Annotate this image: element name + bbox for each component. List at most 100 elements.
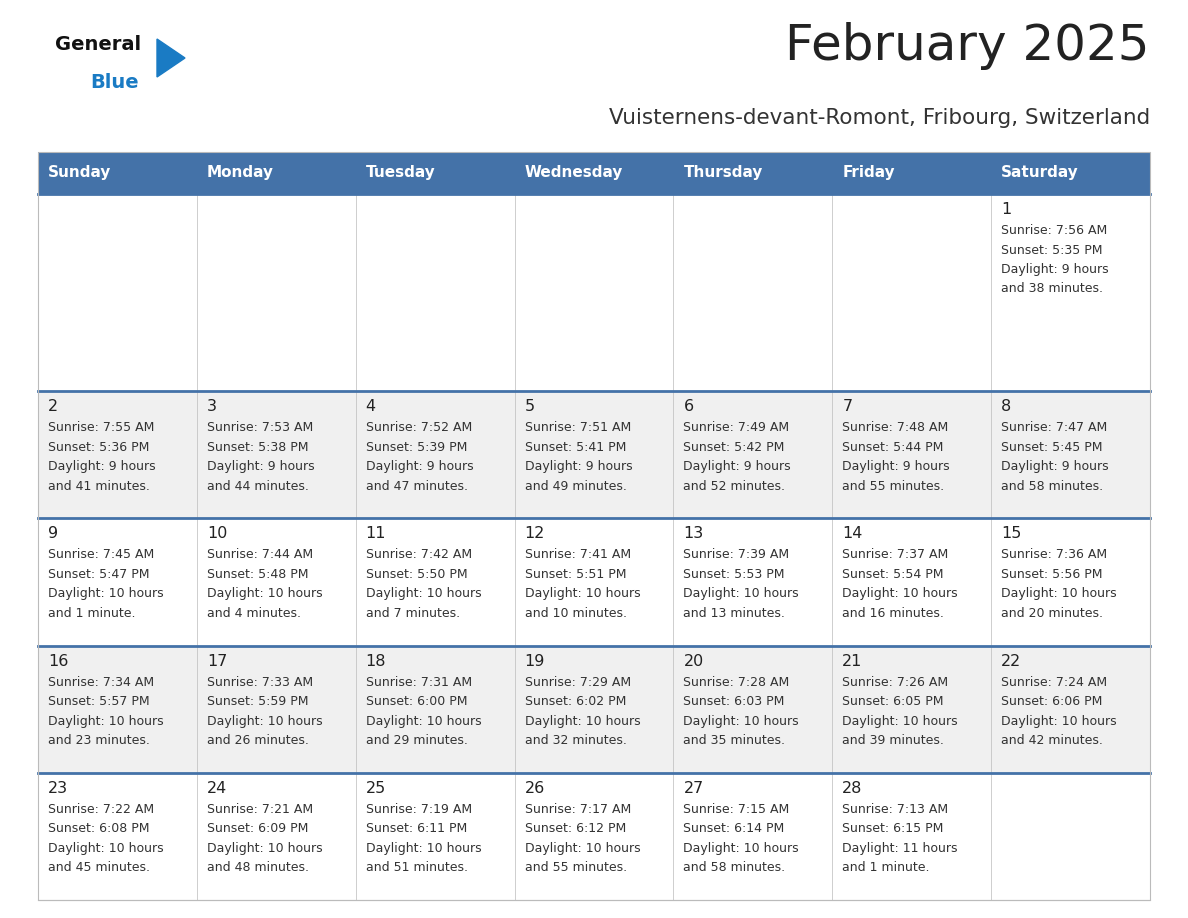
- Text: Friday: Friday: [842, 165, 895, 181]
- FancyBboxPatch shape: [38, 773, 1150, 900]
- Text: Sunset: 5:36 PM: Sunset: 5:36 PM: [48, 441, 150, 453]
- Text: Sunset: 6:09 PM: Sunset: 6:09 PM: [207, 823, 308, 835]
- Text: 2: 2: [48, 399, 58, 414]
- Text: Daylight: 10 hours: Daylight: 10 hours: [683, 588, 800, 600]
- Text: and 1 minute.: and 1 minute.: [48, 607, 135, 620]
- Text: Sunrise: 7:28 AM: Sunrise: 7:28 AM: [683, 676, 790, 688]
- Text: Sunset: 5:54 PM: Sunset: 5:54 PM: [842, 568, 943, 581]
- Text: 21: 21: [842, 654, 862, 668]
- Text: Sunset: 5:38 PM: Sunset: 5:38 PM: [207, 441, 309, 453]
- Text: and 42 minutes.: and 42 minutes.: [1001, 734, 1102, 747]
- Text: Daylight: 9 hours: Daylight: 9 hours: [1001, 460, 1108, 473]
- Text: Sunset: 5:42 PM: Sunset: 5:42 PM: [683, 441, 785, 453]
- Text: Sunrise: 7:41 AM: Sunrise: 7:41 AM: [525, 548, 631, 562]
- Text: Daylight: 10 hours: Daylight: 10 hours: [366, 714, 481, 728]
- Text: Daylight: 10 hours: Daylight: 10 hours: [525, 842, 640, 855]
- Text: Daylight: 10 hours: Daylight: 10 hours: [683, 714, 800, 728]
- Text: and 49 minutes.: and 49 minutes.: [525, 480, 626, 493]
- Text: General: General: [55, 35, 141, 54]
- Text: 13: 13: [683, 526, 703, 542]
- Text: 27: 27: [683, 781, 703, 796]
- Text: Thursday: Thursday: [683, 165, 763, 181]
- Text: Sunrise: 7:17 AM: Sunrise: 7:17 AM: [525, 803, 631, 816]
- Text: 23: 23: [48, 781, 68, 796]
- Text: 28: 28: [842, 781, 862, 796]
- Text: Monday: Monday: [207, 165, 274, 181]
- Text: Sunset: 5:53 PM: Sunset: 5:53 PM: [683, 568, 785, 581]
- Text: and 7 minutes.: and 7 minutes.: [366, 607, 460, 620]
- Text: and 13 minutes.: and 13 minutes.: [683, 607, 785, 620]
- Text: and 4 minutes.: and 4 minutes.: [207, 607, 301, 620]
- Text: Sunset: 6:05 PM: Sunset: 6:05 PM: [842, 695, 943, 708]
- Text: Sunrise: 7:44 AM: Sunrise: 7:44 AM: [207, 548, 312, 562]
- Text: Sunrise: 7:36 AM: Sunrise: 7:36 AM: [1001, 548, 1107, 562]
- Text: Vuisternens-devant-Romont, Fribourg, Switzerland: Vuisternens-devant-Romont, Fribourg, Swi…: [608, 108, 1150, 128]
- Text: Daylight: 10 hours: Daylight: 10 hours: [842, 714, 958, 728]
- Text: Daylight: 10 hours: Daylight: 10 hours: [366, 842, 481, 855]
- Text: and 29 minutes.: and 29 minutes.: [366, 734, 468, 747]
- Text: Sunrise: 7:19 AM: Sunrise: 7:19 AM: [366, 803, 472, 816]
- Text: Daylight: 10 hours: Daylight: 10 hours: [842, 588, 958, 600]
- Text: and 23 minutes.: and 23 minutes.: [48, 734, 150, 747]
- Text: and 16 minutes.: and 16 minutes.: [842, 607, 944, 620]
- Text: Sunrise: 7:22 AM: Sunrise: 7:22 AM: [48, 803, 154, 816]
- Text: and 48 minutes.: and 48 minutes.: [207, 861, 309, 874]
- Text: Sunrise: 7:31 AM: Sunrise: 7:31 AM: [366, 676, 472, 688]
- Text: 4: 4: [366, 399, 375, 414]
- Text: and 58 minutes.: and 58 minutes.: [1001, 480, 1104, 493]
- Text: Sunrise: 7:55 AM: Sunrise: 7:55 AM: [48, 421, 154, 434]
- Text: Sunrise: 7:26 AM: Sunrise: 7:26 AM: [842, 676, 948, 688]
- Text: Sunrise: 7:13 AM: Sunrise: 7:13 AM: [842, 803, 948, 816]
- Text: Sunset: 5:59 PM: Sunset: 5:59 PM: [207, 695, 309, 708]
- FancyBboxPatch shape: [38, 519, 1150, 645]
- Text: 12: 12: [525, 526, 545, 542]
- Text: and 32 minutes.: and 32 minutes.: [525, 734, 626, 747]
- Text: and 44 minutes.: and 44 minutes.: [207, 480, 309, 493]
- FancyBboxPatch shape: [38, 194, 1150, 391]
- Text: 25: 25: [366, 781, 386, 796]
- Text: Daylight: 10 hours: Daylight: 10 hours: [525, 588, 640, 600]
- Text: Sunset: 6:14 PM: Sunset: 6:14 PM: [683, 823, 785, 835]
- Text: Daylight: 10 hours: Daylight: 10 hours: [683, 842, 800, 855]
- Polygon shape: [157, 39, 185, 77]
- Text: Sunset: 5:47 PM: Sunset: 5:47 PM: [48, 568, 150, 581]
- Text: 6: 6: [683, 399, 694, 414]
- Text: and 35 minutes.: and 35 minutes.: [683, 734, 785, 747]
- Text: and 47 minutes.: and 47 minutes.: [366, 480, 468, 493]
- Text: Sunset: 5:39 PM: Sunset: 5:39 PM: [366, 441, 467, 453]
- Text: Sunset: 5:48 PM: Sunset: 5:48 PM: [207, 568, 309, 581]
- Text: Daylight: 9 hours: Daylight: 9 hours: [1001, 263, 1108, 276]
- Text: and 51 minutes.: and 51 minutes.: [366, 861, 468, 874]
- Text: 1: 1: [1001, 202, 1011, 217]
- Text: Sunrise: 7:34 AM: Sunrise: 7:34 AM: [48, 676, 154, 688]
- Text: Daylight: 11 hours: Daylight: 11 hours: [842, 842, 958, 855]
- Text: and 55 minutes.: and 55 minutes.: [842, 480, 944, 493]
- Text: 7: 7: [842, 399, 853, 414]
- Text: and 1 minute.: and 1 minute.: [842, 861, 930, 874]
- Text: 17: 17: [207, 654, 227, 668]
- Text: 16: 16: [48, 654, 69, 668]
- Text: Sunrise: 7:52 AM: Sunrise: 7:52 AM: [366, 421, 472, 434]
- Text: Sunrise: 7:47 AM: Sunrise: 7:47 AM: [1001, 421, 1107, 434]
- Text: Sunrise: 7:49 AM: Sunrise: 7:49 AM: [683, 421, 790, 434]
- Text: Sunset: 5:35 PM: Sunset: 5:35 PM: [1001, 243, 1102, 256]
- Text: Daylight: 9 hours: Daylight: 9 hours: [525, 460, 632, 473]
- Text: Sunset: 5:57 PM: Sunset: 5:57 PM: [48, 695, 150, 708]
- Text: Saturday: Saturday: [1001, 165, 1079, 181]
- Text: and 38 minutes.: and 38 minutes.: [1001, 283, 1104, 296]
- Text: Sunrise: 7:51 AM: Sunrise: 7:51 AM: [525, 421, 631, 434]
- Text: Sunset: 5:41 PM: Sunset: 5:41 PM: [525, 441, 626, 453]
- Text: Blue: Blue: [90, 73, 139, 92]
- Text: Wednesday: Wednesday: [525, 165, 623, 181]
- Text: Daylight: 9 hours: Daylight: 9 hours: [48, 460, 156, 473]
- Text: and 52 minutes.: and 52 minutes.: [683, 480, 785, 493]
- Text: Sunset: 5:45 PM: Sunset: 5:45 PM: [1001, 441, 1102, 453]
- Text: and 45 minutes.: and 45 minutes.: [48, 861, 150, 874]
- Text: Sunrise: 7:29 AM: Sunrise: 7:29 AM: [525, 676, 631, 688]
- FancyBboxPatch shape: [38, 152, 1150, 194]
- Text: February 2025: February 2025: [785, 22, 1150, 70]
- Text: 8: 8: [1001, 399, 1011, 414]
- Text: 11: 11: [366, 526, 386, 542]
- Text: Sunset: 6:08 PM: Sunset: 6:08 PM: [48, 823, 150, 835]
- Text: Sunrise: 7:45 AM: Sunrise: 7:45 AM: [48, 548, 154, 562]
